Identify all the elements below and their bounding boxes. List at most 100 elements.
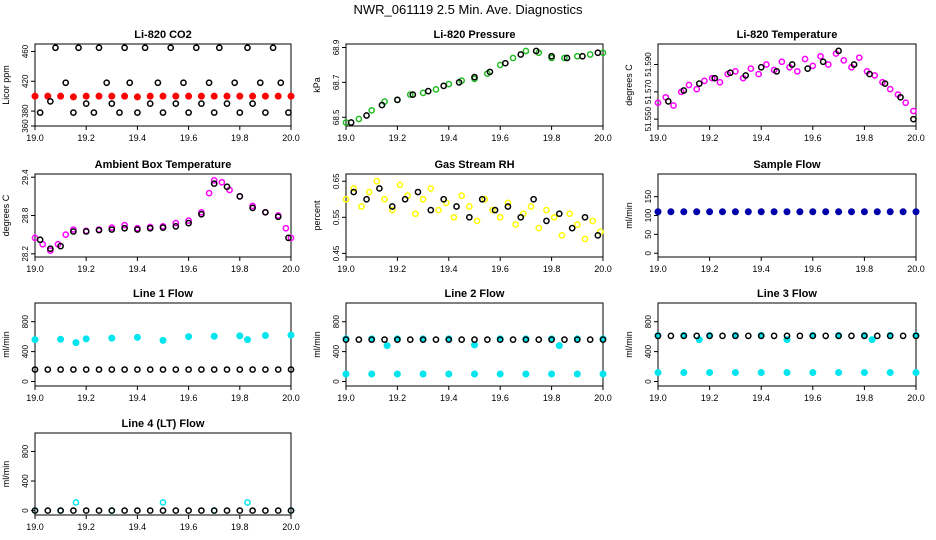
data-point: [667, 332, 675, 340]
data-point: [886, 208, 894, 216]
chart-title: Gas Stream RH: [434, 159, 514, 171]
data-point: [817, 52, 824, 60]
data-point: [860, 369, 868, 377]
data-point: [726, 69, 734, 77]
x-tick-label: 19.4: [752, 133, 770, 143]
data-point: [822, 208, 830, 216]
chart-title: Line 4 (LT) Flow: [122, 418, 205, 430]
data-point: [835, 208, 843, 216]
data-point: [466, 203, 473, 210]
data-point: [146, 224, 154, 232]
data-point: [783, 332, 791, 340]
data-point: [249, 366, 256, 373]
data-point: [95, 366, 103, 373]
data-point: [70, 228, 77, 235]
x-tick-label: 20.0: [282, 264, 300, 274]
data-point: [72, 499, 80, 506]
x-tick-label: 19.2: [77, 133, 95, 143]
x-tick-label: 19.6: [804, 393, 822, 403]
data-point: [146, 507, 154, 514]
x-tick-label: 19.4: [440, 264, 458, 274]
x-tick-label: 19.0: [649, 264, 667, 274]
data-point: [134, 226, 141, 233]
data-point: [134, 366, 141, 373]
data-point: [693, 332, 701, 340]
data-point: [594, 49, 602, 57]
x-tick-label: 20.0: [594, 264, 612, 274]
data-point: [719, 208, 726, 216]
data-point: [244, 499, 251, 506]
data-point: [910, 115, 917, 123]
data-point: [496, 370, 504, 378]
data-point: [185, 217, 192, 224]
data-point: [121, 92, 129, 100]
y-tick-label: 380: [21, 104, 30, 118]
x-tick-label: 19.8: [856, 264, 874, 274]
data-point: [388, 206, 396, 214]
data-point: [368, 336, 376, 343]
data-point: [809, 208, 817, 216]
data-point: [527, 203, 535, 210]
data-point: [517, 213, 525, 221]
y-axis-label: ml/min: [312, 331, 322, 358]
y-axis-label: ml/min: [1, 331, 11, 358]
y-axis-label: ml/min: [624, 331, 634, 358]
data-point: [274, 213, 282, 221]
plot-frame: [345, 43, 604, 127]
chart-title: Line 3 Flow: [757, 288, 817, 300]
data-point: [912, 208, 920, 216]
data-point: [159, 109, 167, 116]
data-point: [134, 507, 141, 514]
data-point: [210, 92, 218, 100]
y-tick-label: 28.8: [21, 207, 30, 223]
x-tick-label: 19.0: [337, 393, 355, 403]
data-point: [159, 224, 167, 231]
data-point: [522, 370, 530, 378]
data-point: [393, 370, 401, 378]
x-tick-label: 20.0: [907, 133, 925, 143]
x-tick-label: 19.8: [231, 522, 249, 532]
data-point: [82, 507, 90, 514]
data-point: [223, 100, 231, 107]
chart-title: Li-820 Pressure: [434, 29, 516, 41]
data-point: [522, 336, 530, 343]
data-point: [205, 79, 213, 87]
data-point: [589, 217, 597, 225]
data-point: [770, 332, 778, 340]
chart-title: Line 2 Flow: [445, 288, 505, 300]
y-tick-label: 800: [332, 314, 341, 328]
data-point: [285, 234, 292, 242]
data-point: [355, 336, 363, 343]
data-point: [274, 366, 282, 373]
y-tick-label: 29.4: [21, 169, 30, 185]
data-point: [121, 44, 128, 52]
data-point: [654, 369, 662, 377]
plot-frame: [657, 43, 917, 127]
data-point: [167, 44, 175, 52]
data-point: [116, 109, 123, 116]
x-tick-label: 19.2: [77, 522, 95, 532]
data-point: [365, 188, 373, 196]
data-point: [342, 195, 350, 203]
data-point: [223, 366, 231, 373]
data-point: [121, 224, 128, 232]
data-point: [796, 332, 804, 340]
data-point: [548, 336, 555, 343]
data-point: [57, 507, 64, 514]
data-point: [654, 208, 662, 216]
data-point: [82, 366, 90, 373]
data-point: [368, 370, 376, 378]
data-point: [680, 332, 688, 340]
data-point: [654, 332, 662, 340]
data-point: [693, 85, 701, 93]
x-tick-label: 19.4: [129, 133, 147, 143]
data-point: [716, 78, 724, 86]
data-point: [388, 203, 396, 210]
data-point: [809, 62, 817, 70]
data-point: [205, 189, 213, 197]
data-point: [599, 336, 607, 343]
data-point: [394, 336, 401, 343]
data-point: [804, 65, 811, 72]
data-point: [95, 226, 103, 234]
data-point: [355, 115, 363, 123]
